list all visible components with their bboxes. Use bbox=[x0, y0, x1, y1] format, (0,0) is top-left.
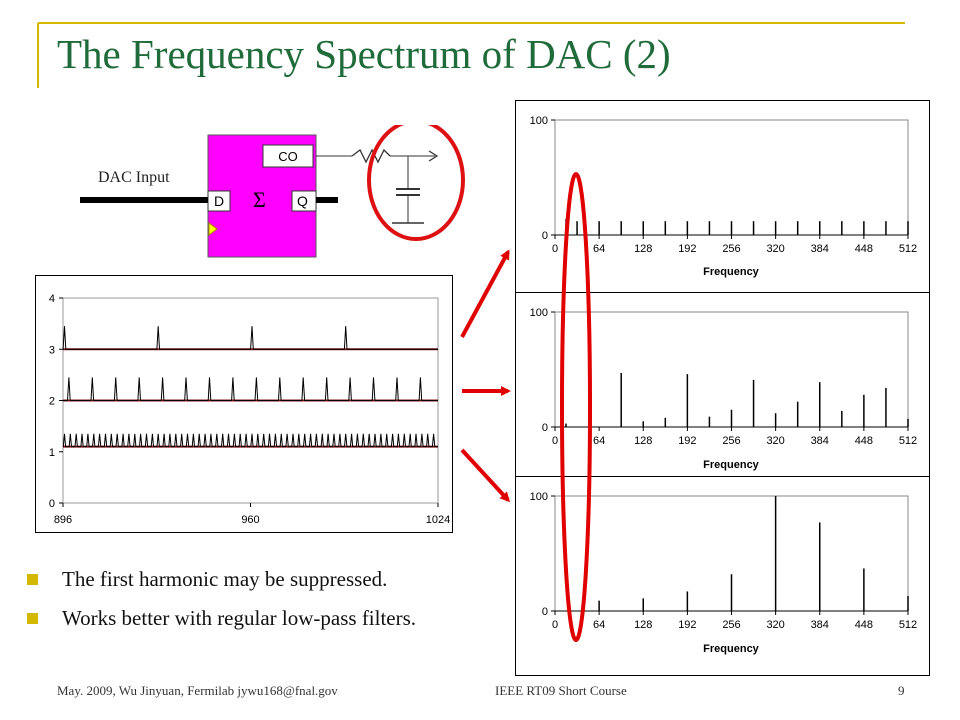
page-title: The Frequency Spectrum of DAC (2) bbox=[57, 31, 671, 77]
y-tick-label: 100 bbox=[530, 491, 548, 503]
x-tick-label: 960 bbox=[241, 514, 259, 526]
waveform-series bbox=[62, 326, 439, 448]
x-tick-label: 384 bbox=[811, 243, 829, 255]
x-tick-label: 512 bbox=[899, 435, 917, 447]
co-pin-label: CO bbox=[278, 149, 298, 164]
y-tick-label: 100 bbox=[530, 307, 548, 319]
waveform-line bbox=[62, 326, 439, 351]
x-tick-label: 0 bbox=[552, 243, 558, 255]
x-tick-label: 128 bbox=[634, 243, 652, 255]
x-tick-label: 256 bbox=[722, 619, 740, 631]
clock-input-icon bbox=[208, 222, 218, 236]
waveform-line bbox=[63, 377, 438, 401]
y-tick-label: 0 bbox=[542, 230, 548, 242]
footer-author: May. 2009, Wu Jinyuan, Fermilab jywu168@… bbox=[57, 683, 338, 698]
plot-area bbox=[554, 311, 909, 428]
x-tick-label: 384 bbox=[811, 619, 829, 631]
y-ticks: 0 1 2 3 4 bbox=[49, 293, 63, 510]
bullet-marker bbox=[27, 613, 38, 624]
x-tick-label: 64 bbox=[593, 435, 605, 447]
x-tick-label: 0 bbox=[552, 435, 558, 447]
footer-course: IEEE RT09 Short Course bbox=[495, 683, 627, 698]
co-pin-box bbox=[262, 144, 314, 168]
time-domain-chart: 0 1 2 3 4 896 960 1024 bbox=[35, 275, 453, 533]
spectrum-bars bbox=[565, 372, 909, 427]
x-tick-label: 448 bbox=[855, 435, 873, 447]
spectrum-chart-1: 0 100 0 64 128 192 256 320 384 448 512 Frequency bbox=[515, 100, 930, 295]
x-tick-label: 512 bbox=[899, 619, 917, 631]
x-tick-label: 192 bbox=[678, 619, 696, 631]
x-tick-label: 896 bbox=[54, 514, 72, 526]
d-pin-label: D bbox=[214, 193, 224, 209]
x-tick-label: 1024 bbox=[426, 514, 450, 526]
bullet-text-2: Works better with regular low-pass filte… bbox=[62, 606, 417, 630]
x-ticks: 896 960 1024 bbox=[54, 503, 450, 526]
x-tick-label: 320 bbox=[766, 435, 784, 447]
x-tick-label: 256 bbox=[722, 243, 740, 255]
y-tick-label: 1 bbox=[49, 447, 55, 459]
x-tick-label: 320 bbox=[766, 619, 784, 631]
lowpass-filter-highlight bbox=[367, 125, 465, 241]
x-tick-label: 128 bbox=[634, 619, 652, 631]
y-tick-label: 3 bbox=[49, 344, 55, 356]
sigma-symbol: Σ bbox=[253, 187, 266, 212]
x-tick-label: 0 bbox=[552, 619, 558, 631]
waveform-line bbox=[62, 433, 439, 448]
y-tick-label: 4 bbox=[49, 293, 55, 305]
dac-input-label: DAC Input bbox=[98, 169, 170, 186]
output-arrow-icon bbox=[428, 150, 439, 162]
x-tick-label: 384 bbox=[811, 435, 829, 447]
x-tick-label: 64 bbox=[593, 243, 605, 255]
y-ticks: 0 100 bbox=[530, 115, 555, 242]
resistor-icon bbox=[351, 148, 391, 164]
x-tick-label: 512 bbox=[899, 243, 917, 255]
bullet-marker bbox=[27, 574, 38, 585]
x-tick-label: 64 bbox=[593, 619, 605, 631]
x-axis-label: Frequency bbox=[703, 266, 760, 278]
x-axis-label: Frequency bbox=[703, 643, 760, 655]
y-tick-label: 2 bbox=[49, 396, 55, 408]
x-tick-label: 192 bbox=[678, 243, 696, 255]
x-tick-label: 192 bbox=[678, 435, 696, 447]
x-tick-label: 448 bbox=[855, 619, 873, 631]
x-tick-label: 320 bbox=[766, 243, 784, 255]
plot-area bbox=[554, 119, 909, 236]
y-tick-label: 100 bbox=[530, 115, 548, 127]
x-ticks: 0 64 128 192 256 320 384 448 512 bbox=[552, 234, 917, 255]
y-ticks: 0 100 bbox=[530, 307, 555, 434]
dac-circuit-diagram: CO D Q Σ DAC Input bbox=[80, 125, 465, 258]
bullet-text-1: The first harmonic may be suppressed. bbox=[62, 567, 388, 591]
y-tick-label: 0 bbox=[542, 606, 548, 618]
x-tick-label: 256 bbox=[722, 435, 740, 447]
x-ticks: 0 64 128 192 256 320 384 448 512 bbox=[552, 426, 917, 447]
x-tick-label: 128 bbox=[634, 435, 652, 447]
spectrum-chart-2: 0 100 0 64 128 192 256 320 384 448 512 Frequency bbox=[515, 292, 930, 482]
x-tick-label: 448 bbox=[855, 243, 873, 255]
y-tick-label: 0 bbox=[49, 498, 55, 510]
y-tick-label: 0 bbox=[542, 422, 548, 434]
q-pin-label: Q bbox=[297, 193, 308, 209]
spectrum-chart-3: 0 100 0 64 128 192 256 320 384 448 512 Frequency bbox=[515, 476, 930, 676]
x-axis-label: Frequency bbox=[703, 459, 760, 471]
footer-page-number: 9 bbox=[898, 683, 905, 698]
y-ticks: 0 100 bbox=[530, 491, 555, 618]
spectrum-bars bbox=[598, 496, 909, 611]
